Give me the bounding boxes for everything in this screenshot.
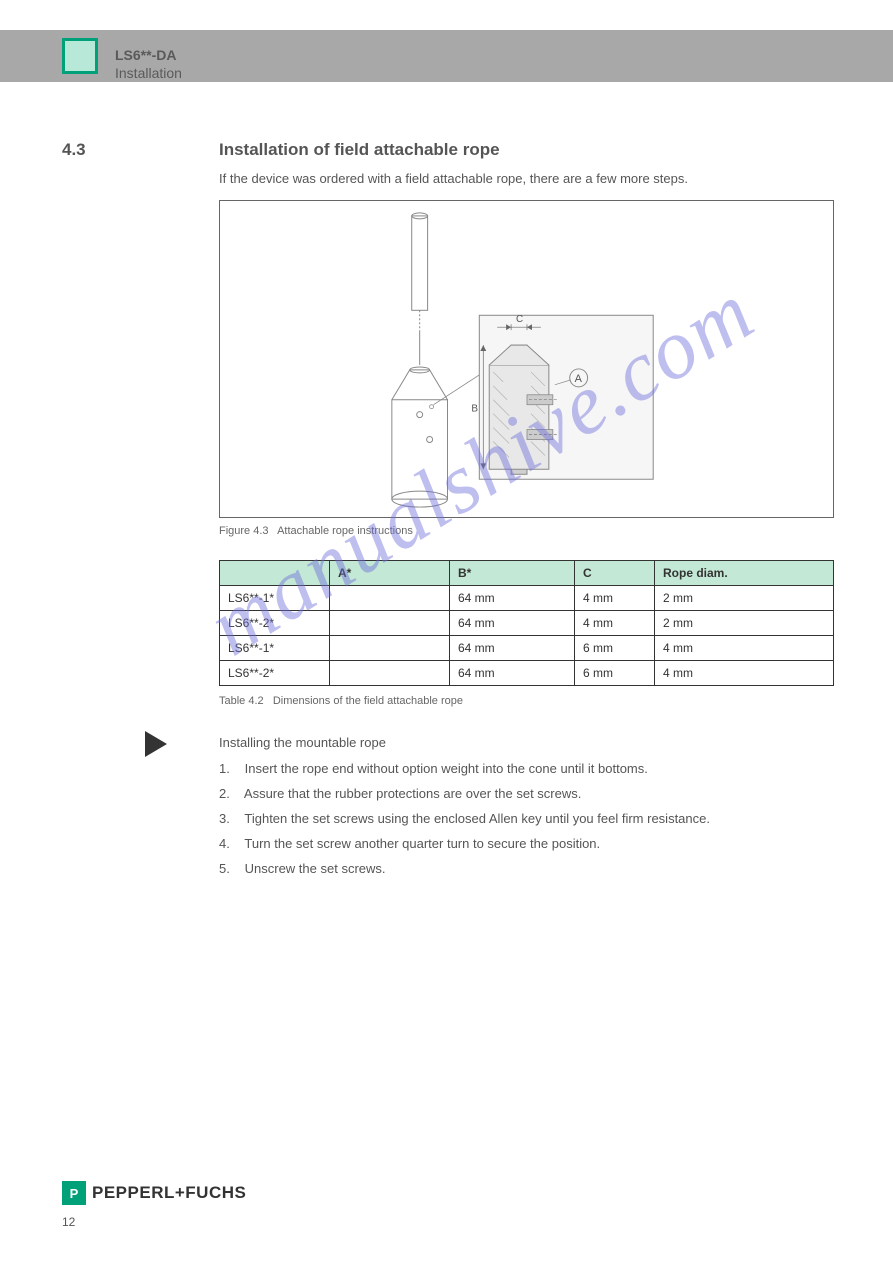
- table-cell: 4 mm: [655, 636, 834, 661]
- figure-caption-text: Attachable rope instructions: [277, 525, 413, 537]
- table-cell: 64 mm: [450, 611, 575, 636]
- procedure-step: 5. Unscrew the set screws.: [219, 860, 829, 879]
- table-cell: [330, 661, 450, 686]
- table-cell: 4 mm: [575, 586, 655, 611]
- procedure-step: 4. Turn the set screw another quarter tu…: [219, 835, 829, 854]
- table-header: B*: [450, 561, 575, 586]
- header-accent-square: [62, 38, 98, 74]
- table-cell: 4 mm: [655, 661, 834, 686]
- table-header: A*: [330, 561, 450, 586]
- section-number: 4.3: [62, 140, 86, 160]
- table-cell: LS6**-2*: [220, 611, 330, 636]
- step-text: Turn the set screw another quarter turn …: [244, 836, 600, 851]
- label-b: B: [471, 404, 478, 415]
- table-caption: Table 4.2 Dimensions of the field attach…: [219, 695, 463, 707]
- figure-caption: Figure 4.3 Attachable rope instructions: [219, 525, 413, 537]
- table-cell: 64 mm: [450, 586, 575, 611]
- step-number: 5.: [219, 860, 241, 879]
- table-cell: 2 mm: [655, 611, 834, 636]
- table-row: LS6**-2* 64 mm 4 mm 2 mm: [220, 611, 834, 636]
- step-text: Assure that the rubber protections are o…: [244, 786, 581, 801]
- logo-mark-icon: P: [62, 1181, 86, 1205]
- table-row: LS6**-1* 64 mm 6 mm 4 mm: [220, 636, 834, 661]
- header-section: Installation: [115, 64, 182, 82]
- table-cell: 64 mm: [450, 636, 575, 661]
- figure-caption-prefix: Figure 4.3: [219, 525, 269, 537]
- intro-text: If the device was ordered with a field a…: [219, 170, 829, 188]
- table-header-row: A* B* C Rope diam.: [220, 561, 834, 586]
- step-number: 2.: [219, 785, 241, 804]
- step-text: Tighten the set screws using the enclose…: [244, 811, 710, 826]
- table-cell: LS6**-2*: [220, 661, 330, 686]
- footer-logo: P PEPPERL+FUCHS: [62, 1181, 246, 1205]
- table-cell: 4 mm: [575, 611, 655, 636]
- step-text: Unscrew the set screws.: [245, 861, 386, 876]
- table-cell: 64 mm: [450, 661, 575, 686]
- header-text: LS6**-DA Installation: [115, 46, 182, 82]
- logo-text: PEPPERL+FUCHS: [92, 1183, 246, 1203]
- procedure-step: 1. Insert the rope end without option we…: [219, 760, 829, 779]
- table-cell: LS6**-1*: [220, 586, 330, 611]
- table-cell: 6 mm: [575, 661, 655, 686]
- table-cell: [330, 636, 450, 661]
- procedure-title: Installing the mountable rope: [219, 735, 386, 750]
- installation-diagram: C B A: [220, 201, 833, 517]
- dimensions-table: A* B* C Rope diam. LS6**-1* 64 mm 4 mm 2…: [219, 560, 834, 686]
- table-caption-prefix: Table 4.2: [219, 695, 264, 707]
- procedure-step: 2. Assure that the rubber protections ar…: [219, 785, 829, 804]
- page-number: 12: [62, 1215, 75, 1229]
- step-text: Insert the rope end without option weigh…: [245, 761, 648, 776]
- figure-box: C B A: [219, 200, 834, 518]
- table-cell: LS6**-1*: [220, 636, 330, 661]
- table-row: LS6**-1* 64 mm 4 mm 2 mm: [220, 586, 834, 611]
- label-c: C: [516, 314, 523, 325]
- table-header: [220, 561, 330, 586]
- procedure-arrow-icon: [145, 731, 167, 757]
- table-cell: 6 mm: [575, 636, 655, 661]
- step-number: 3.: [219, 810, 241, 829]
- label-a: A: [575, 373, 583, 385]
- table-cell: 2 mm: [655, 586, 834, 611]
- table-header: Rope diam.: [655, 561, 834, 586]
- header-product: LS6**-DA: [115, 46, 182, 64]
- step-number: 4.: [219, 835, 241, 854]
- table-cell: [330, 611, 450, 636]
- table-caption-text: Dimensions of the field attachable rope: [273, 695, 463, 707]
- table-header: C: [575, 561, 655, 586]
- table-row: LS6**-2* 64 mm 6 mm 4 mm: [220, 661, 834, 686]
- table-cell: [330, 586, 450, 611]
- section-title: Installation of field attachable rope: [219, 140, 500, 160]
- procedure-step: 3. Tighten the set screws using the encl…: [219, 810, 829, 829]
- step-number: 1.: [219, 760, 241, 779]
